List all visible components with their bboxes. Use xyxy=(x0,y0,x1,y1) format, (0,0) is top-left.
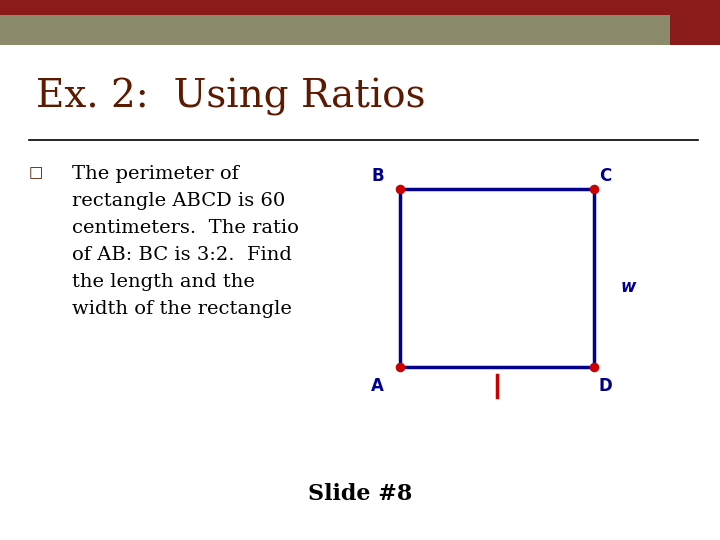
Point xyxy=(588,363,600,372)
Text: B: B xyxy=(371,167,384,185)
Text: A: A xyxy=(371,377,384,395)
Text: Ex. 2:  Using Ratios: Ex. 2: Using Ratios xyxy=(36,78,426,116)
Text: w: w xyxy=(621,278,636,296)
Text: The perimeter of
rectangle ABCD is 60
centimeters.  The ratio
of AB: BC is 3:2. : The perimeter of rectangle ABCD is 60 ce… xyxy=(72,165,299,318)
Text: D: D xyxy=(599,377,613,395)
Point xyxy=(394,363,405,372)
Bar xyxy=(0,15,720,45)
Bar xyxy=(670,0,720,45)
Text: C: C xyxy=(599,167,611,185)
Bar xyxy=(400,189,594,367)
Bar xyxy=(0,0,720,15)
Point xyxy=(588,185,600,193)
Text: Slide #8: Slide #8 xyxy=(308,483,412,505)
Text: □: □ xyxy=(29,165,43,180)
Point xyxy=(394,185,405,193)
